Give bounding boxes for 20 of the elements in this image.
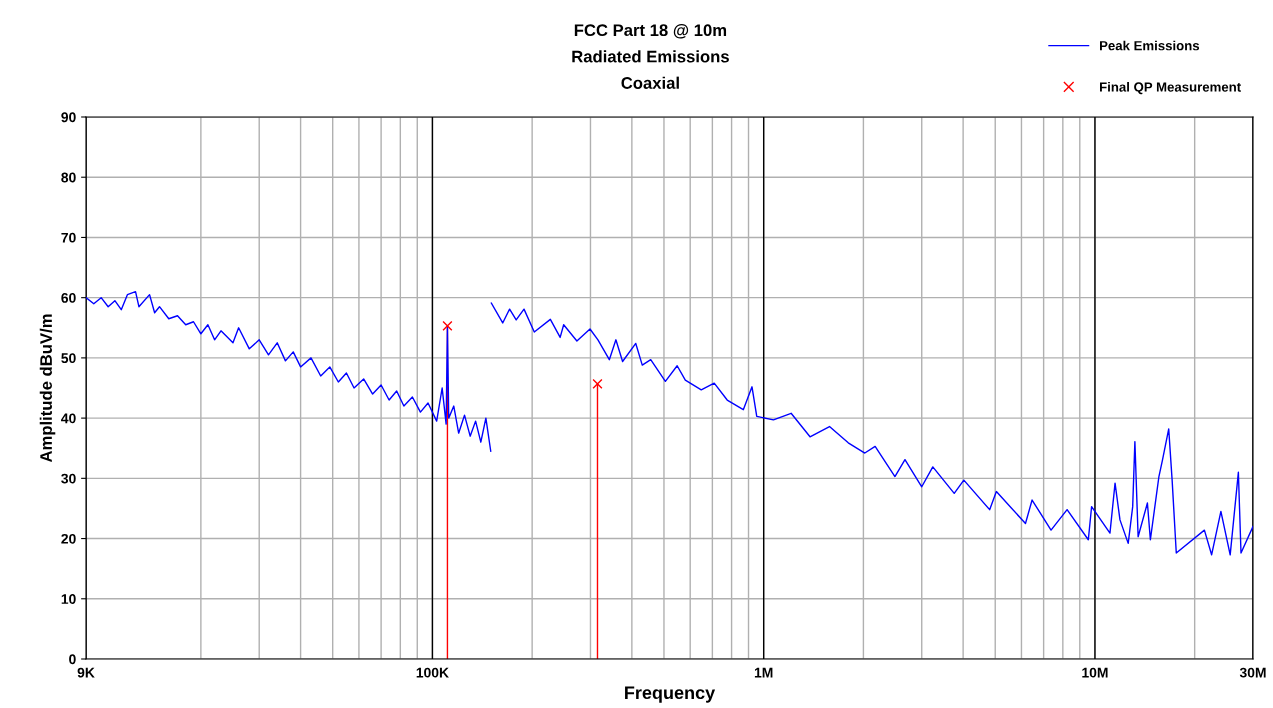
chart-title: FCC Part 18 @ 10m Radiated Emissions Coaxial [572, 24, 729, 89]
y-axis-title: Amplitude dBuV/m [39, 314, 56, 463]
x-tick-label: 9K [77, 667, 95, 678]
y-tick-label: 90 [61, 112, 76, 123]
y-tick-label: 0 [69, 654, 76, 665]
y-tick-label: 20 [61, 533, 76, 544]
y-tick-label: 60 [61, 293, 76, 303]
x-tick-label: 30M [1239, 667, 1266, 678]
y-tick-label: 70 [61, 232, 76, 243]
x-tick-label: 1M [754, 667, 773, 678]
y-tick-label: 50 [61, 353, 76, 364]
x-tick-label: 10M [1082, 667, 1108, 678]
y-tick-label: 80 [61, 172, 76, 183]
x-axis-title: Frequency [625, 686, 716, 703]
legend-label: Peak Emissions [1100, 40, 1200, 51]
y-tick-label: 30 [61, 473, 76, 484]
y-tick-label: 10 [61, 594, 76, 604]
legend-label: Final QP Measurement [1100, 81, 1241, 95]
x-tick-label: 100K [416, 667, 449, 678]
y-tick-label: 40 [61, 413, 76, 424]
